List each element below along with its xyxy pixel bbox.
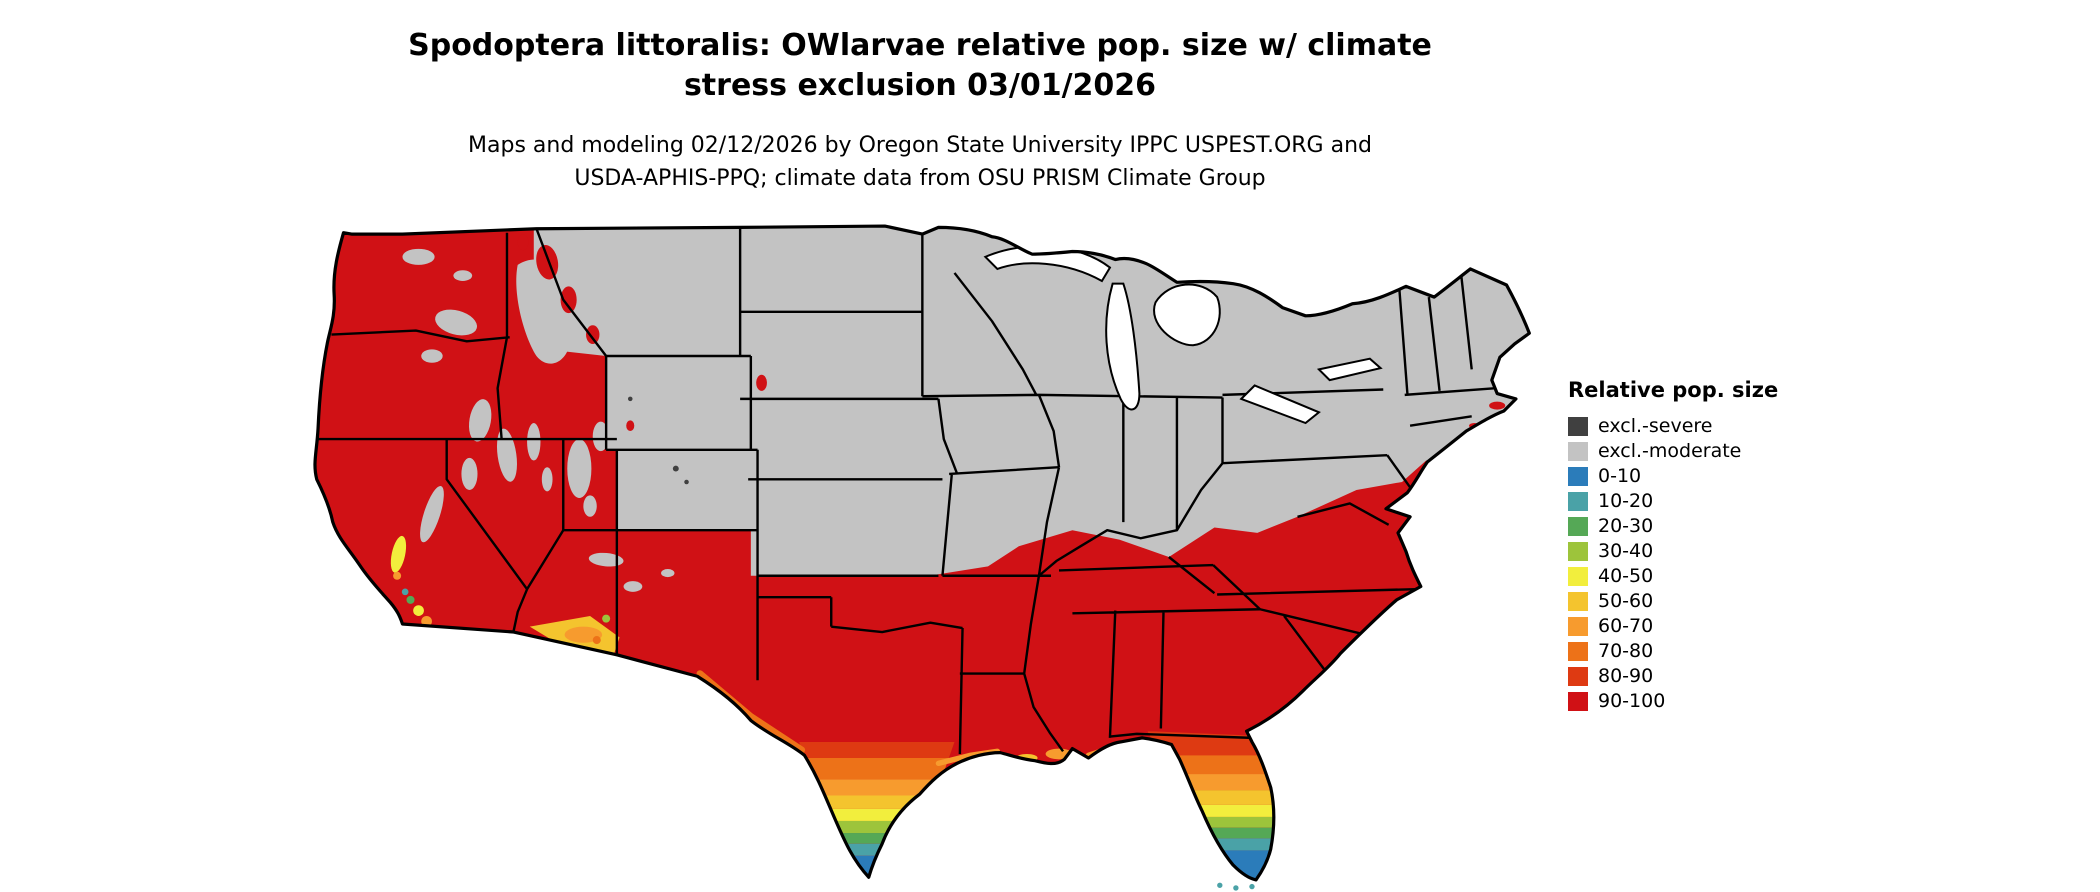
us-map [313, 224, 1531, 891]
legend-title: Relative pop. size [1568, 378, 1779, 402]
legend-entry: 20-30 [1568, 514, 1888, 539]
legend-entry-label: 30-40 [1598, 540, 1654, 562]
map-severe-specks [627, 396, 689, 485]
lake-michigan [1105, 282, 1141, 411]
legend-entry-label: excl.-moderate [1598, 440, 1742, 462]
subtitle-line-2: USDA-APHIS-PPQ; climate data from OSU PR… [574, 166, 1266, 192]
florida-keys [1217, 882, 1255, 891]
great-lakes [983, 245, 1383, 425]
florida-gradient-bands [1147, 731, 1285, 880]
legend-swatch [1568, 567, 1588, 586]
legend-entry-label: 10-20 [1598, 490, 1654, 512]
legend-swatch [1568, 617, 1588, 636]
state-borders [318, 227, 1496, 754]
legend-entry: 70-80 [1568, 639, 1888, 664]
legend-entry-label: excl.-severe [1598, 415, 1713, 437]
legend: Relative pop. size excl.-severe excl.-mo… [1568, 378, 1888, 714]
legend-entry-label: 50-60 [1598, 590, 1654, 612]
legend-swatch [1568, 542, 1588, 561]
texas-gradient-bands [799, 741, 955, 880]
figure-header: Spodoptera littoralis: OWlarvae relative… [0, 26, 1840, 195]
map-container [306, 222, 1532, 892]
legend-entry-label: 90-100 [1598, 690, 1666, 712]
figure-subtitle: Maps and modeling 02/12/2026 by Oregon S… [0, 129, 1840, 195]
legend-entry-label: 0-10 [1598, 465, 1642, 487]
subtitle-line-1: Maps and modeling 02/12/2026 by Oregon S… [468, 133, 1372, 159]
legend-entry: 40-50 [1568, 564, 1888, 589]
lake-erie [1239, 384, 1321, 425]
legend-swatch [1568, 517, 1588, 536]
legend-swatch [1568, 467, 1588, 486]
legend-swatch [1568, 442, 1588, 461]
lake-huron [1153, 283, 1221, 347]
legend-swatch [1568, 592, 1588, 611]
legend-entry: 10-20 [1568, 489, 1888, 514]
legend-swatch [1568, 642, 1588, 661]
legend-entry-label: 20-30 [1598, 515, 1654, 537]
legend-entry: excl.-moderate [1568, 439, 1888, 464]
legend-entry: 90-100 [1568, 689, 1888, 714]
title-line-2: stress exclusion 03/01/2026 [683, 67, 1157, 103]
legend-swatch [1568, 692, 1588, 711]
us-outline [313, 224, 1531, 882]
legend-entry: 30-40 [1568, 539, 1888, 564]
legend-swatch [1568, 492, 1588, 511]
legend-entry-label: 60-70 [1598, 615, 1654, 637]
legend-entries: excl.-severe excl.-moderate 0-10 10-20 2… [1568, 414, 1888, 714]
title-line-1: Spodoptera littoralis: OWlarvae relative… [408, 28, 1432, 63]
legend-entry: 50-60 [1568, 589, 1888, 614]
legend-swatch [1568, 667, 1588, 686]
legend-swatch [1568, 417, 1588, 436]
lake-ontario [1316, 357, 1383, 382]
legend-entry: 80-90 [1568, 664, 1888, 689]
legend-entry-label: 80-90 [1598, 665, 1654, 687]
legend-entry: 60-70 [1568, 614, 1888, 639]
legend-entry-label: 40-50 [1598, 565, 1654, 587]
legend-entry-label: 70-80 [1598, 640, 1654, 662]
page-title: Spodoptera littoralis: OWlarvae relative… [0, 26, 1840, 105]
legend-entry: 0-10 [1568, 464, 1888, 489]
legend-entry: excl.-severe [1568, 414, 1888, 439]
